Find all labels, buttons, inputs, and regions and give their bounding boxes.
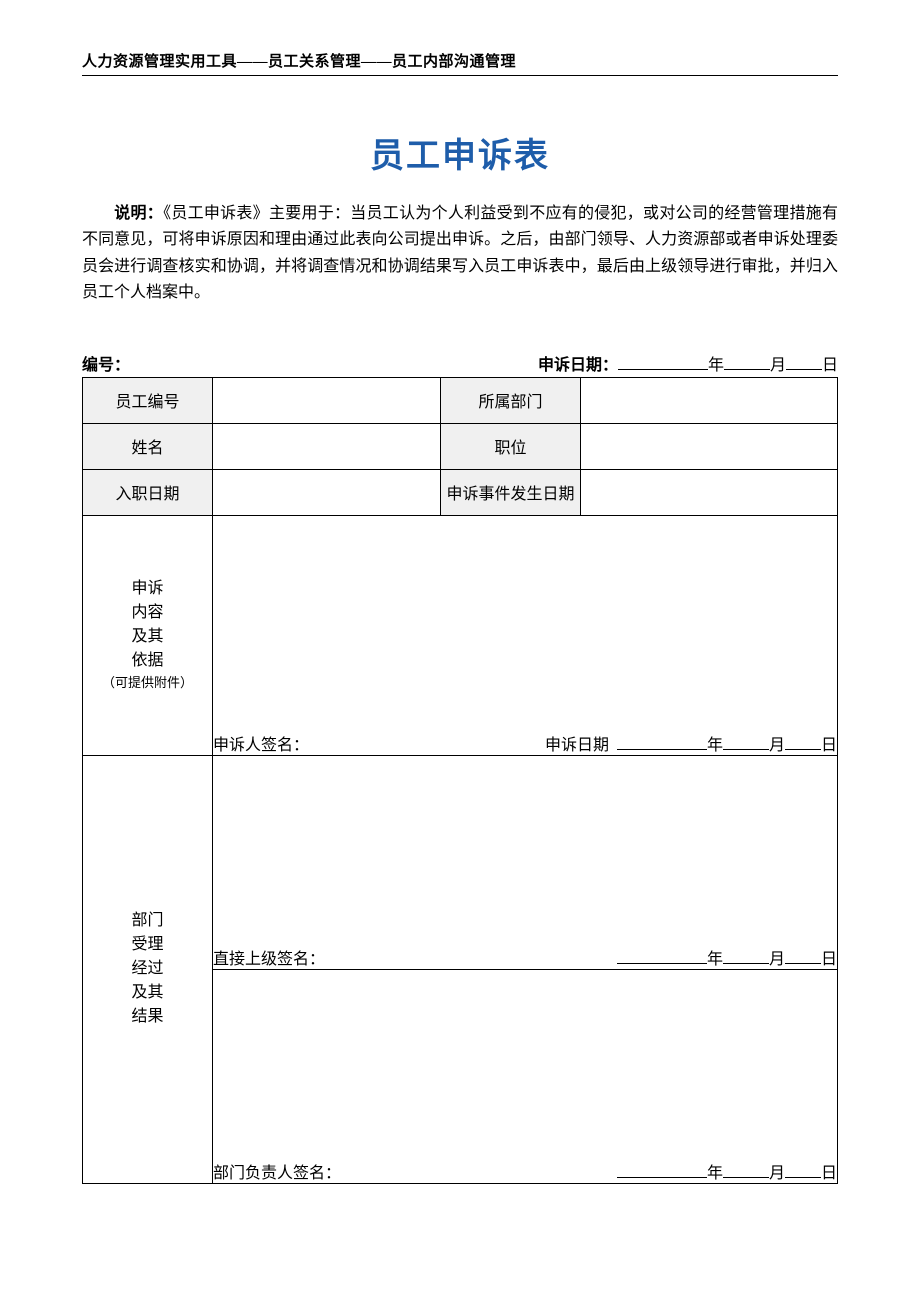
field-dept[interactable] xyxy=(581,377,838,423)
supervisor-signature-row: 直接上级签名： 年 月 日 xyxy=(213,939,838,969)
desc-body: 《员工申诉表》主要用于：当员工认为个人利益受到不应有的侵犯，或对公司的经营管理措… xyxy=(82,205,838,301)
content-l2: 内容 xyxy=(83,601,212,625)
page-header: 人力资源管理实用工具——员工关系管理——员工内部沟通管理 xyxy=(82,50,838,76)
year-unit: 年 xyxy=(707,1165,723,1182)
day-unit: 日 xyxy=(821,737,837,754)
field-dept-process-2[interactable] xyxy=(213,969,838,1153)
head-month-blank[interactable] xyxy=(723,1162,769,1178)
dept-l3: 经过 xyxy=(83,957,212,981)
content-note: （可提供附件） xyxy=(83,673,212,693)
content-l3: 及其 xyxy=(83,625,212,649)
section-label-content: 申诉 内容 及其 依据 （可提供附件） xyxy=(83,515,213,755)
field-emp-no[interactable] xyxy=(213,377,441,423)
appellant-sign-label: 申诉人签名： xyxy=(213,731,309,755)
field-name[interactable] xyxy=(213,423,441,469)
desc-label: 说明： xyxy=(114,205,163,222)
label-event-date: 申诉事件发生日期 xyxy=(441,469,581,515)
date-year-blank[interactable] xyxy=(618,354,708,370)
form-number-label: 编号： xyxy=(82,351,130,375)
day-unit: 日 xyxy=(822,357,838,374)
dept-l4: 及其 xyxy=(83,981,212,1005)
month-unit: 月 xyxy=(769,1165,785,1182)
day-unit: 日 xyxy=(821,1165,837,1182)
label-emp-no: 员工编号 xyxy=(83,377,213,423)
appeal-form-table: 员工编号 所属部门 姓名 职位 入职日期 申诉事件发生日期 申诉 内容 及其 xyxy=(82,377,838,1184)
sup-day-blank[interactable] xyxy=(785,948,821,964)
dept-head-sign-label: 部门负责人签名： xyxy=(213,1159,341,1183)
date-day-blank[interactable] xyxy=(786,354,822,370)
field-dept-process-1[interactable] xyxy=(213,755,838,939)
month-unit: 月 xyxy=(769,737,785,754)
appeal-date-label: 申诉日期： xyxy=(538,357,618,374)
document-title: 员工申诉表 xyxy=(82,128,838,177)
label-hire-date: 入职日期 xyxy=(83,469,213,515)
table-row: 部门 受理 经过 及其 结果 xyxy=(83,755,838,939)
month-unit: 月 xyxy=(769,951,785,968)
head-day-blank[interactable] xyxy=(785,1162,821,1178)
sig-day-blank[interactable] xyxy=(785,734,821,750)
dept-head-signature-row: 部门负责人签名： 年 月 日 xyxy=(213,1153,838,1183)
table-row: 申诉 内容 及其 依据 （可提供附件） xyxy=(83,515,838,725)
day-unit: 日 xyxy=(821,951,837,968)
sig-month-blank[interactable] xyxy=(723,734,769,750)
appeal-date-label-2: 申诉日期 xyxy=(545,737,609,754)
content-signature-row: 申诉人签名： 申诉日期 年 月 日 xyxy=(213,725,838,755)
sup-year-blank[interactable] xyxy=(617,948,707,964)
head-year-blank[interactable] xyxy=(617,1162,707,1178)
meta-row: 编号： 申诉日期： 年 月 日 xyxy=(82,351,838,375)
table-row: 入职日期 申诉事件发生日期 xyxy=(83,469,838,515)
sup-month-blank[interactable] xyxy=(723,948,769,964)
label-name: 姓名 xyxy=(83,423,213,469)
month-unit: 月 xyxy=(770,357,786,374)
dept-l5: 结果 xyxy=(83,1005,212,1029)
field-position[interactable] xyxy=(581,423,838,469)
label-position: 职位 xyxy=(441,423,581,469)
field-hire-date[interactable] xyxy=(213,469,441,515)
year-unit: 年 xyxy=(707,951,723,968)
field-appeal-content[interactable] xyxy=(213,515,838,725)
sig-year-blank[interactable] xyxy=(617,734,707,750)
supervisor-sign-label: 直接上级签名： xyxy=(213,945,325,969)
content-l1: 申诉 xyxy=(83,577,212,601)
content-l4: 依据 xyxy=(83,649,212,673)
description-paragraph: 说明：《员工申诉表》主要用于：当员工认为个人利益受到不应有的侵犯，或对公司的经营… xyxy=(82,201,838,307)
date-month-blank[interactable] xyxy=(724,354,770,370)
year-unit: 年 xyxy=(708,357,724,374)
year-unit: 年 xyxy=(707,737,723,754)
dept-l2: 受理 xyxy=(83,933,212,957)
dept-l1: 部门 xyxy=(83,909,212,933)
section-label-dept: 部门 受理 经过 及其 结果 xyxy=(83,755,213,1183)
table-row: 姓名 职位 xyxy=(83,423,838,469)
label-dept: 所属部门 xyxy=(441,377,581,423)
table-row: 员工编号 所属部门 xyxy=(83,377,838,423)
field-event-date[interactable] xyxy=(581,469,838,515)
